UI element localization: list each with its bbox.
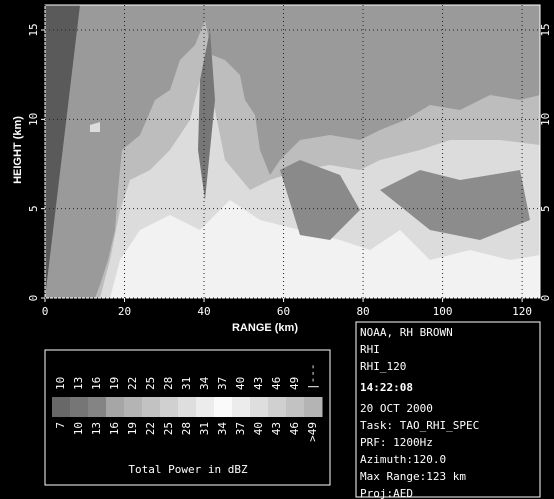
color-swatch: [52, 397, 71, 417]
info-line: Max Range:123 km: [360, 470, 466, 483]
colorbar-lower-label: >49: [306, 422, 319, 442]
colorbar-lower-label: 31: [198, 422, 211, 435]
colorbar-lower-label: 10: [72, 422, 85, 435]
x-tick-label: 60: [277, 305, 290, 318]
y-axis-label: HEIGHT (km): [12, 116, 24, 184]
colorbar-lower-label: 16: [108, 422, 121, 435]
y-tick-label: 0: [27, 295, 40, 302]
info-line: 14:22:08: [360, 381, 413, 394]
colorbar-upper-label: 34: [198, 376, 211, 390]
colorbar-lower-label: 13: [90, 422, 103, 435]
info-line: Proj:AED: [360, 487, 413, 499]
colorbar-upper-label: 43: [252, 377, 265, 390]
color-swatch: [124, 397, 143, 417]
colorbar-lower-label: 34: [216, 422, 229, 436]
color-swatch: [70, 397, 89, 417]
colorbar-lower-label: 25: [162, 422, 175, 435]
x-tick-label: 80: [356, 305, 369, 318]
colorbar-title: Total Power in dBZ: [128, 463, 248, 476]
x-axis-label: RANGE (km): [232, 322, 298, 334]
color-swatch: [178, 397, 197, 417]
screen: 020406080100120005510101515 RANGE (km) H…: [0, 0, 554, 499]
color-swatch: [304, 397, 323, 417]
color-swatch: [268, 397, 287, 417]
colorbar-lower-label: 46: [288, 422, 301, 435]
y-tick-label-right: 10: [539, 113, 552, 126]
colorbar-upper-label: 28: [162, 377, 175, 390]
colorbar-upper-label: 37: [216, 377, 229, 390]
colorbar-upper-label: 13: [72, 377, 85, 390]
color-swatch: [196, 397, 215, 417]
info-box: NOAA, RH BROWN RHI RHI_120 14:22:08 20 OCT 2…: [356, 322, 540, 499]
colorbar-upper-label: 19: [108, 377, 121, 390]
info-line: 20 OCT 2000: [360, 402, 433, 415]
colorbar-upper-label: 49: [288, 377, 301, 390]
radar-field: [45, 5, 540, 298]
color-swatch: [160, 397, 179, 417]
color-swatch: [106, 397, 125, 417]
y-tick-label: 15: [27, 23, 40, 36]
color-swatch: [286, 397, 305, 417]
colorbar-upper-label: 22: [126, 377, 139, 390]
y-tick-label: 10: [27, 113, 40, 126]
color-swatch: [214, 397, 233, 417]
colorbar-lower-label: 22: [144, 422, 157, 435]
colorbar-upper-label: 25: [144, 377, 157, 390]
info-line: NOAA, RH BROWN: [360, 326, 453, 339]
x-tick-label: 120: [512, 305, 532, 318]
x-tick-label: 100: [433, 305, 453, 318]
y-tick-label-right: 15: [539, 23, 552, 36]
color-swatch: [250, 397, 269, 417]
colorbar-lower-label: 19: [126, 422, 139, 435]
info-line: PRF: 1200Hz: [360, 436, 433, 449]
color-swatch: [232, 397, 251, 417]
colorbar-upper-label: 16: [90, 377, 103, 390]
colorbar-upper-label: 46: [270, 377, 283, 390]
colorbar-upper-label: 10: [54, 377, 67, 390]
colorbar: 7 10 13 16 19 22 25 28 31 34 37 40 43 46 >49 10 13 16 19 22…: [45, 350, 330, 485]
colorbar-lower-label: 7: [54, 422, 67, 429]
y-tick-label-right: 0: [539, 295, 552, 302]
color-swatch: [88, 397, 107, 417]
info-line: Task: TAO_RHI_SPEC: [360, 419, 479, 432]
info-line: Azimuth:120.0: [360, 453, 446, 466]
colorbar-upper-label: 31: [180, 377, 193, 390]
colorbar-lower-label: 43: [270, 422, 283, 435]
colorbar-lower-label: 37: [234, 422, 247, 435]
color-swatch: [142, 397, 161, 417]
colorbar-upper-label: |---: [306, 364, 319, 391]
x-tick-label: 40: [197, 305, 210, 318]
colorbar-upper-label: 40: [234, 377, 247, 390]
y-tick-label-right: 5: [539, 205, 552, 212]
colorbar-lower-label: 40: [252, 422, 265, 435]
info-line: RHI: [360, 343, 380, 356]
x-tick-label: 20: [118, 305, 131, 318]
colorbar-lower-label: 28: [180, 422, 193, 435]
x-tick-label: 0: [42, 305, 49, 318]
y-tick-label: 5: [27, 205, 40, 212]
info-line: RHI_120: [360, 360, 406, 373]
